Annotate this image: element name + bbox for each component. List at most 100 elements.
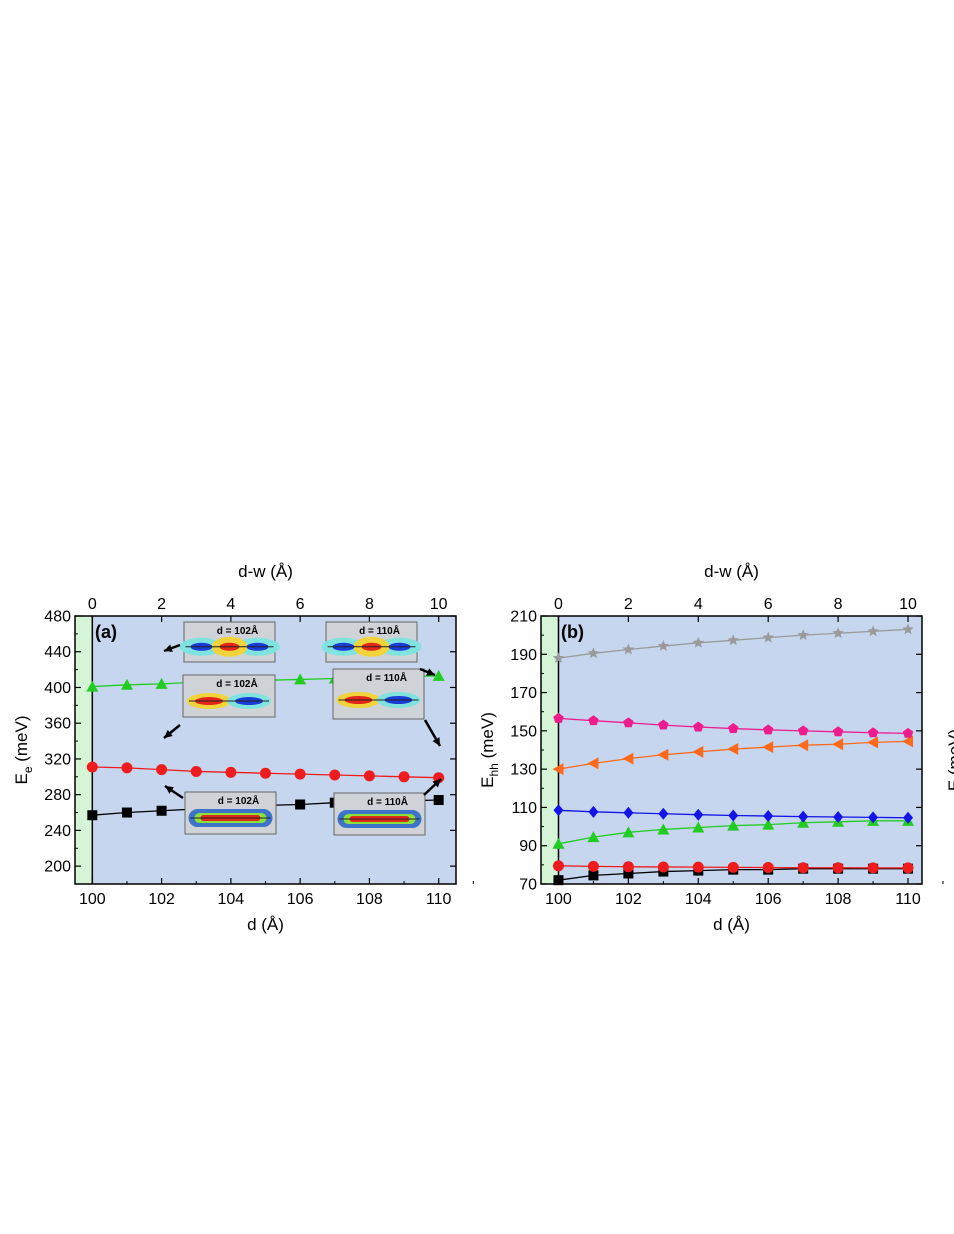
series-5 [553, 712, 914, 738]
shaded-region [558, 616, 922, 884]
arrow-0 [163, 643, 181, 653]
x2-tick-label: 4 [226, 596, 235, 613]
x2-tick-label: 0 [88, 596, 97, 613]
x-tick-label: 100 [545, 891, 572, 908]
y-tick-label: 280 [44, 787, 71, 804]
data-point [762, 631, 774, 643]
data-point [121, 807, 132, 818]
data-point [552, 652, 565, 663]
data-point [295, 799, 306, 810]
y-tick-label: 90 [519, 838, 537, 855]
data-point [797, 862, 809, 874]
y-axis-label-main: E [12, 773, 31, 784]
arrow-5 [423, 778, 442, 796]
arrow-4-head [165, 786, 174, 794]
chart-panel-b: 100 102 104 106 108 110 0 2 4 6 8 10 70 90 110 130 150 17… [478, 562, 944, 934]
data-point [657, 640, 670, 651]
data-point [867, 727, 879, 738]
arrow-1 [419, 667, 436, 677]
data-point [657, 748, 669, 761]
data-point [552, 763, 564, 776]
data-point [692, 745, 704, 758]
y-axis-label: Ehh (meV) [478, 712, 501, 788]
data-point [552, 860, 564, 872]
data-point [225, 766, 237, 778]
data-point [727, 743, 739, 756]
data-point [552, 837, 565, 849]
series-1 [86, 761, 445, 784]
inset-label: d = 102Å [217, 624, 258, 637]
x2-tick-label: 2 [157, 596, 166, 613]
data-point [727, 819, 740, 831]
clipped-ylabel: E (meV) [945, 729, 954, 791]
x-tick-label: 110 [895, 891, 921, 908]
data-point [587, 647, 600, 659]
data-point [902, 735, 914, 748]
x-tick-label: 108 [356, 891, 383, 908]
data-point [623, 806, 634, 819]
x2-tick-label: 8 [365, 596, 374, 613]
arrow-2 [163, 724, 181, 739]
y-axis-label-unit: (meV) [478, 712, 497, 763]
data-point [121, 762, 133, 774]
data-point [868, 811, 879, 824]
data-point [86, 680, 99, 692]
inset-label: d = 110Å [359, 624, 400, 637]
data-point [692, 861, 704, 873]
data-point [728, 809, 739, 822]
data-point [623, 868, 634, 879]
data-point [190, 765, 202, 777]
data-point [433, 772, 445, 784]
data-point [294, 768, 306, 780]
data-point [762, 862, 774, 874]
x-tick-label: 100 [79, 891, 106, 908]
data-point [87, 810, 98, 821]
data-point [260, 767, 271, 779]
data-point [657, 861, 669, 873]
x2-tick-label: 6 [296, 596, 305, 613]
data-point [658, 719, 669, 730]
arrow-3 [423, 719, 442, 747]
data-point [832, 738, 844, 751]
data-point [553, 712, 564, 723]
data-point [587, 831, 600, 843]
x2-tick-label: 6 [764, 596, 773, 613]
data-point [553, 804, 564, 817]
y-tick-label: 190 [510, 647, 537, 664]
data-point [363, 770, 375, 782]
arrow-3-head [432, 737, 440, 746]
data-point [294, 673, 307, 685]
x2-tick-label: 0 [554, 596, 563, 613]
data-point [902, 862, 914, 874]
data-point [867, 625, 879, 637]
y-tick-label: 170 [510, 685, 537, 702]
data-point [832, 627, 844, 639]
x-tick-label: 106 [287, 891, 314, 908]
data-point [155, 677, 168, 689]
shaded-region [541, 616, 559, 884]
data-point [867, 862, 879, 874]
clipped-axis-label: E (meV) [945, 729, 954, 791]
y-tick-label: 110 [511, 800, 537, 817]
y-axis-label-sub: e [21, 766, 35, 773]
series-6 [552, 623, 914, 663]
data-point [657, 823, 670, 835]
data-point [762, 818, 775, 830]
data-point [727, 634, 739, 646]
data-point [728, 723, 739, 734]
x-tick-label: 104 [218, 891, 245, 908]
series-1 [552, 860, 914, 874]
inset-1: d = 110Å [321, 621, 422, 663]
data-point [432, 669, 445, 681]
data-point [433, 795, 444, 806]
data-point [902, 727, 914, 738]
data-point [623, 717, 634, 728]
data-point [832, 726, 844, 737]
data-point [903, 811, 914, 824]
x-tick-label: 108 [825, 891, 852, 908]
data-point [588, 805, 599, 818]
inset-3: d = 110Å [332, 668, 425, 720]
data-point [762, 724, 774, 735]
y-axis-label-sub: hh [487, 763, 501, 776]
